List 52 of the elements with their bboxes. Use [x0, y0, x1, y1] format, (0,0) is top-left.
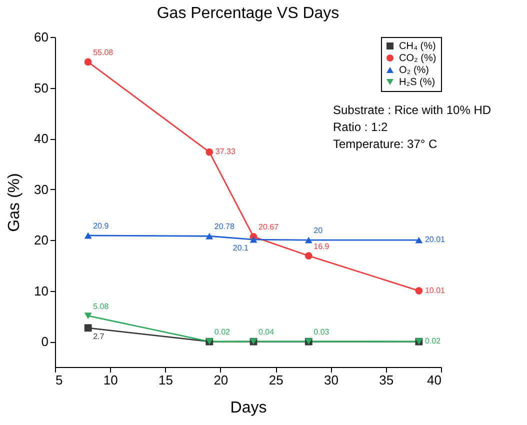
- data-label: 5.08: [93, 302, 110, 311]
- data-label: 20.1: [232, 244, 250, 253]
- point: [84, 324, 92, 332]
- data-label: 20.9: [93, 222, 110, 231]
- data-label: 10.01: [424, 286, 446, 295]
- legend-label: H₂S (%): [399, 77, 436, 88]
- y-tick-label: 20: [34, 232, 48, 248]
- point: [206, 148, 214, 156]
- point: [250, 236, 258, 243]
- x-axis-title: Days: [230, 400, 267, 416]
- annotation: Temperature: 37° C: [333, 137, 438, 151]
- point: [206, 232, 214, 240]
- point: [415, 287, 423, 294]
- annotation: Substrate : Rice with 10% HD: [333, 103, 492, 117]
- point: [415, 236, 423, 244]
- point: [84, 58, 92, 66]
- x-tick-label: 35: [379, 372, 394, 388]
- legend-label: O₂ (%): [399, 65, 429, 76]
- y-tick-label: 40: [34, 131, 48, 146]
- data-label: 2.7: [93, 332, 105, 341]
- x-tick-label: 30: [324, 372, 338, 388]
- data-label: 55.08: [93, 48, 114, 57]
- annotation: Ratio : 1:2: [333, 120, 388, 134]
- x-tick-label: 25: [268, 372, 284, 388]
- point: [84, 232, 92, 239]
- y-axis-title: Gas (%): [6, 173, 24, 232]
- y-tick-label: 10: [34, 283, 48, 298]
- x-tick-label: 5: [56, 372, 63, 388]
- point: [304, 236, 312, 244]
- data-label: 0.04: [258, 327, 275, 336]
- legend-label: CH₄ (%): [399, 41, 436, 52]
- x-tick-label: 10: [103, 372, 118, 388]
- x-tick-label: 20: [214, 372, 228, 388]
- data-label: 20.78: [214, 222, 235, 232]
- data-label: 20: [314, 226, 324, 236]
- y-tick-label: 60: [34, 30, 48, 44]
- y-tick-label: 50: [34, 80, 48, 96]
- data-label: 37.33: [215, 147, 236, 156]
- x-tick-label: 15: [158, 372, 174, 388]
- data-label: 0.02: [424, 336, 442, 346]
- data-label: 20.01: [424, 235, 446, 244]
- data-label: 0.02: [214, 328, 231, 337]
- y-tick-label: 0: [41, 334, 48, 350]
- data-label: 16.9: [314, 242, 330, 251]
- point: [84, 312, 92, 320]
- chart-title: Gas Percentage VS Days: [156, 5, 340, 22]
- data-label: 0.03: [314, 327, 330, 336]
- x-tick-label: 40: [427, 372, 442, 388]
- point: [304, 252, 312, 260]
- legend-label: CO₂ (%): [399, 53, 436, 64]
- y-tick-label: 30: [34, 182, 48, 197]
- data-label: 20.67: [258, 222, 280, 232]
